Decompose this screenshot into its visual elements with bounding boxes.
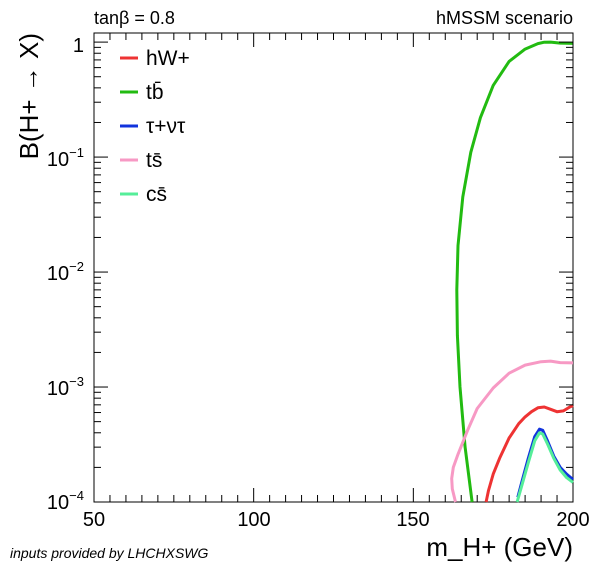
series-line (484, 404, 574, 503)
legend-label: ts̄ (146, 149, 162, 172)
y-tick-label: 10−3 (47, 374, 84, 400)
legend-label: tb̄ (146, 81, 164, 104)
series-line (455, 40, 574, 503)
y-tick-label: 10−4 (47, 488, 84, 514)
legend: hW+ tb̄ τ+ντ ts̄ cs̄ (120, 47, 190, 206)
plot-frame (93, 32, 574, 503)
series-line (450, 359, 574, 503)
legend-label: τ+ντ (146, 115, 186, 138)
y-tick-label: 10−1 (47, 145, 84, 171)
axis-ticks (93, 33, 574, 503)
credit-text: inputs provided by LHCHXSWG (10, 545, 209, 561)
y-tick-label: 10−2 (47, 259, 84, 285)
x-tick-labels: 50 100 150 200 (83, 509, 590, 531)
header-left-text: tanβ = 0.8 (94, 8, 175, 28)
x-tick-label: 50 (83, 509, 105, 531)
legend-label: cs̄ (146, 183, 167, 206)
x-axis-title: m_H+ (GeV) (426, 532, 573, 562)
x-tick-label: 200 (556, 509, 589, 531)
x-tick-label: 150 (396, 509, 429, 531)
y-tick-label: 1 (73, 35, 84, 57)
series-line (515, 431, 574, 503)
legend-label: hW+ (146, 47, 190, 70)
x-tick-label: 100 (237, 509, 270, 531)
curves-layer (450, 40, 574, 503)
y-tick-labels: 10−4 10−3 10−2 10−1 1 (47, 35, 84, 514)
header-right-text: hMSSM scenario (436, 8, 573, 28)
y-axis-title: B(H+ → X) (14, 33, 44, 159)
